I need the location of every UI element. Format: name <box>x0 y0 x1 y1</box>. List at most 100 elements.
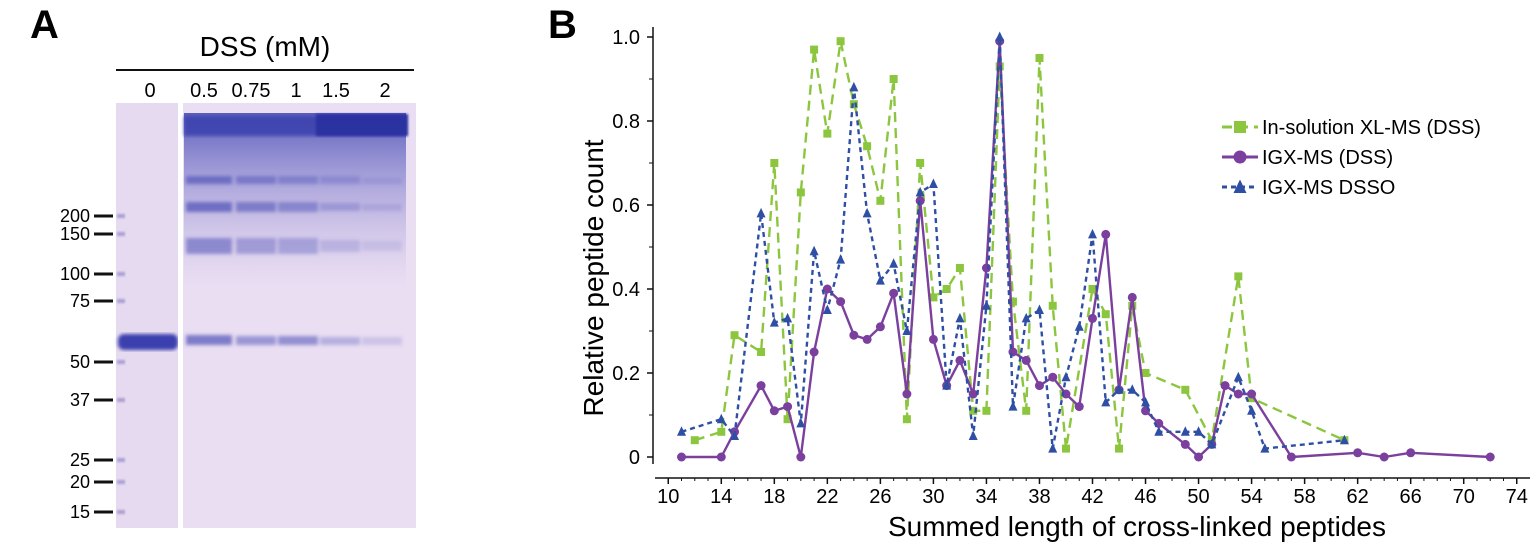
x-tick-label: 74 <box>1506 486 1528 508</box>
molecular-weight-markers: 200 150 100 75 50 37 25 20 15 <box>60 206 113 522</box>
x-tick-label: 70 <box>1453 486 1475 508</box>
data-point-square <box>916 159 925 167</box>
y-tick-label: 0 <box>629 447 640 469</box>
marker-label-150: 150 <box>60 224 90 244</box>
data-point-circle <box>1101 229 1111 239</box>
data-point-circle <box>1194 452 1204 462</box>
data-point-square <box>889 75 898 83</box>
monomer-band-lane-0 <box>118 334 178 350</box>
chart-series <box>677 31 1495 462</box>
x-axis-title: Summed length of cross-linked peptides <box>888 511 1386 542</box>
legend-swatch-marker <box>1234 121 1246 133</box>
data-point-triangle <box>889 258 899 268</box>
data-point-circle <box>1286 452 1296 462</box>
data-point-triangle <box>942 380 952 390</box>
data-point-triangle <box>1154 426 1164 436</box>
data-point-triangle <box>849 81 859 92</box>
data-point-circle <box>1247 389 1257 399</box>
data-point-triangle <box>716 413 726 424</box>
data-point-circle <box>849 330 859 340</box>
y-tick-label: 0.4 <box>612 279 640 301</box>
data-point-square <box>929 293 938 302</box>
data-point-triangle <box>1088 228 1097 239</box>
marker-label-20: 20 <box>70 472 90 492</box>
data-point-square <box>982 406 991 415</box>
data-point-triangle <box>1180 426 1190 436</box>
data-point-circle <box>968 389 978 399</box>
series-triangle-2 <box>677 31 1349 453</box>
data-point-triangle <box>1247 405 1257 415</box>
data-point-circle <box>1048 372 1058 382</box>
marker-label-200: 200 <box>60 206 90 226</box>
y-axis-title: Relative peptide count <box>578 139 609 416</box>
data-point-triangle <box>809 245 819 256</box>
x-tick-label: 38 <box>1028 486 1050 508</box>
marker-label-15: 15 <box>70 502 90 522</box>
gel-title: DSS (mM) <box>200 31 331 62</box>
lane-labels: 0 0.5 0.75 1 1.5 2 <box>144 80 390 102</box>
data-point-triangle <box>968 430 978 440</box>
lane-label-0-5: 0.5 <box>190 80 218 102</box>
data-point-circle <box>822 284 832 294</box>
ladder-bands <box>117 214 125 514</box>
data-point-circle <box>955 355 965 365</box>
y-tick-label: 0.6 <box>612 195 640 217</box>
panel-b-chart: B Relative peptide count Summed length o… <box>548 3 1530 542</box>
data-point-triangle <box>822 304 832 314</box>
x-tick-label: 54 <box>1240 486 1262 508</box>
data-point-square <box>942 285 951 293</box>
x-tick-label: 62 <box>1347 486 1369 508</box>
data-point-circle <box>889 288 899 298</box>
data-point-triangle <box>915 186 925 197</box>
panel-a-letter: A <box>30 3 59 47</box>
data-point-circle <box>875 322 885 332</box>
data-point-triangle <box>1061 371 1071 382</box>
data-point-triangle <box>783 312 793 323</box>
data-point-circle <box>783 402 793 412</box>
data-point-triangle <box>769 317 779 327</box>
data-point-triangle <box>1048 443 1058 453</box>
data-point-triangle <box>1074 321 1084 331</box>
data-point-square <box>1022 406 1031 415</box>
data-point-circle <box>1406 448 1416 458</box>
data-point-triangle <box>981 300 991 310</box>
data-point-triangle <box>1114 384 1124 394</box>
data-point-square <box>969 406 978 415</box>
marker-label-50: 50 <box>70 352 90 372</box>
lane-label-1: 1 <box>290 80 301 102</box>
data-point-square <box>717 427 726 436</box>
data-point-triangle <box>995 31 1005 41</box>
x-tick-label: 58 <box>1293 486 1315 508</box>
x-tick-label: 50 <box>1187 486 1209 508</box>
gel-image <box>116 103 416 528</box>
data-point-triangle <box>875 275 885 285</box>
data-point-square <box>1181 385 1190 394</box>
lane-label-0-75: 0.75 <box>232 80 271 102</box>
data-point-square <box>1088 285 1097 293</box>
data-point-circle <box>1233 389 1243 399</box>
data-point-circle <box>1180 439 1190 449</box>
series-line-0 <box>694 40 1345 450</box>
legend-swatch-marker <box>1233 150 1247 164</box>
data-point-triangle <box>677 426 687 436</box>
data-point-circle <box>1220 381 1230 391</box>
data-point-circle <box>1485 452 1495 462</box>
lane-label-2: 2 <box>379 80 390 102</box>
data-point-triangle <box>1194 426 1204 436</box>
data-point-circle <box>1034 381 1044 391</box>
oligomer-bands <box>186 176 402 345</box>
data-point-square <box>863 142 872 151</box>
series-line-1 <box>681 40 1491 459</box>
data-point-square <box>902 415 911 424</box>
data-point-square <box>823 129 832 138</box>
x-tick-label: 14 <box>710 486 732 508</box>
data-point-triangle <box>1260 443 1270 453</box>
data-point-square <box>876 196 885 205</box>
data-point-circle <box>1127 292 1137 302</box>
data-point-square <box>1035 54 1044 62</box>
x-tick-label: 22 <box>816 486 838 508</box>
data-point-triangle <box>1141 396 1151 407</box>
data-point-triangle <box>862 207 872 218</box>
panel-a-gel: A DSS (mM) 0 0.5 0.75 1 1.5 2 <box>30 3 416 528</box>
